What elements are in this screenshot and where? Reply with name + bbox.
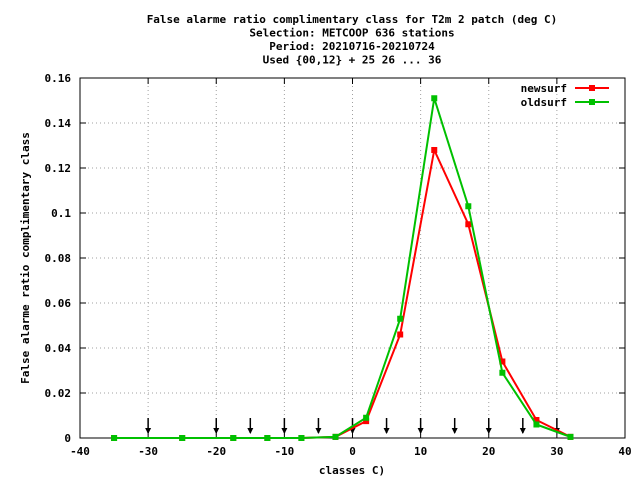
data-point [499,369,506,376]
legend-marker [589,85,595,91]
title-line: Selection: METCOOP 636 stations [249,27,454,40]
class-marker-arrow [417,418,424,434]
y-tick-label: 0.08 [45,252,72,265]
data-point [363,414,370,421]
data-point [431,147,438,153]
data-point [499,358,506,365]
data-point [465,221,472,228]
title-line: Used {00,12} + 25 26 ... 36 [263,54,442,67]
series-newsurf [111,146,574,441]
y-tick-label: 0 [64,432,71,445]
data-point [533,417,540,423]
title-line: Period: 20210716-20210724 [269,40,435,53]
data-point [332,433,339,440]
class-marker-arrow [451,418,458,434]
arrow-head [417,428,424,434]
grid [80,78,625,438]
y-tick-label: 0.16 [45,72,72,85]
x-tick-label: 10 [414,445,427,458]
title-line: False alarme ratio complimentary class f… [147,13,558,26]
x-tick-label: 0 [349,445,356,458]
x-axis-label: classes C) [319,464,385,477]
x-tick-label: -10 [274,445,294,458]
legend-label: oldsurf [521,96,567,109]
arrow-head [383,428,390,434]
data-point [567,433,574,440]
data-point [431,95,438,102]
series-line [114,146,571,439]
class-marker-arrow [213,418,220,434]
series-line [114,97,571,439]
x-axis: -40 -30 -20 -10 0 10 20 30 40 [70,78,632,458]
arrow-head [451,428,458,434]
y-tick-label: 0.12 [45,162,72,175]
data-point [111,435,118,441]
data-point [397,315,404,322]
x-tick-label: -40 [70,445,90,458]
series [111,95,574,441]
data-point [298,435,305,441]
y-tick-label: 0.06 [45,297,72,310]
arrow-head [281,428,288,434]
y-tick-label: 0.1 [51,207,71,220]
data-point [397,331,404,338]
data-point [264,435,271,441]
legend-marker [589,99,595,105]
arrow-head [519,428,526,434]
data-point [533,421,540,428]
y-tick-label: 0.02 [45,387,72,400]
data-point [363,418,370,425]
x-tick-label: 40 [618,445,631,458]
arrow-head [145,428,152,434]
series-oldsurf [111,95,574,441]
x-tick-label: -30 [138,445,158,458]
y-tick-label: 0.04 [45,342,72,355]
data-point [230,435,237,441]
data-point [465,203,472,210]
arrow-head [315,428,322,434]
legend-label: newsurf [521,82,567,95]
data-point [179,435,186,441]
chart-title: False alarme ratio complimentary class f… [147,13,558,67]
class-marker-arrow [315,418,322,434]
x-tick-label: 20 [482,445,495,458]
y-axis-label: False alarme ratio complimentary class [19,132,32,384]
arrow-head [247,428,254,434]
class-marker-arrow [383,418,390,434]
class-marker-arrow [485,418,492,434]
class-marker-arrow [519,418,526,434]
x-tick-label: 30 [550,445,563,458]
arrow-head [213,428,220,434]
class-marker-arrow [281,418,288,434]
x-tick-label: -20 [206,445,226,458]
y-tick-label: 0.14 [45,117,72,130]
y-axis: 0 0.02 0.04 0.06 0.08 0.1 0.12 0.14 0.16 [45,72,625,445]
arrow-head [485,428,492,434]
class-marker-arrow [145,418,152,434]
class-marker-arrow [247,418,254,434]
